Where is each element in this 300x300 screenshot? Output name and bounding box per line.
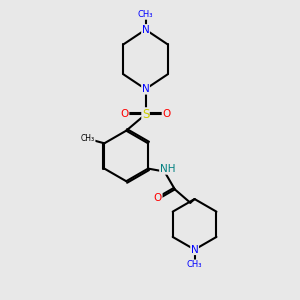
Text: N: N [191, 244, 199, 255]
Text: N: N [142, 84, 149, 94]
Text: O: O [121, 109, 129, 119]
Text: CH₃: CH₃ [187, 260, 202, 269]
Text: S: S [142, 108, 149, 121]
Text: CH₃: CH₃ [138, 10, 153, 19]
Text: O: O [154, 193, 162, 203]
Text: N: N [142, 25, 149, 34]
Text: NH: NH [160, 164, 175, 174]
Text: CH₃: CH₃ [81, 134, 95, 143]
Text: O: O [162, 109, 170, 119]
